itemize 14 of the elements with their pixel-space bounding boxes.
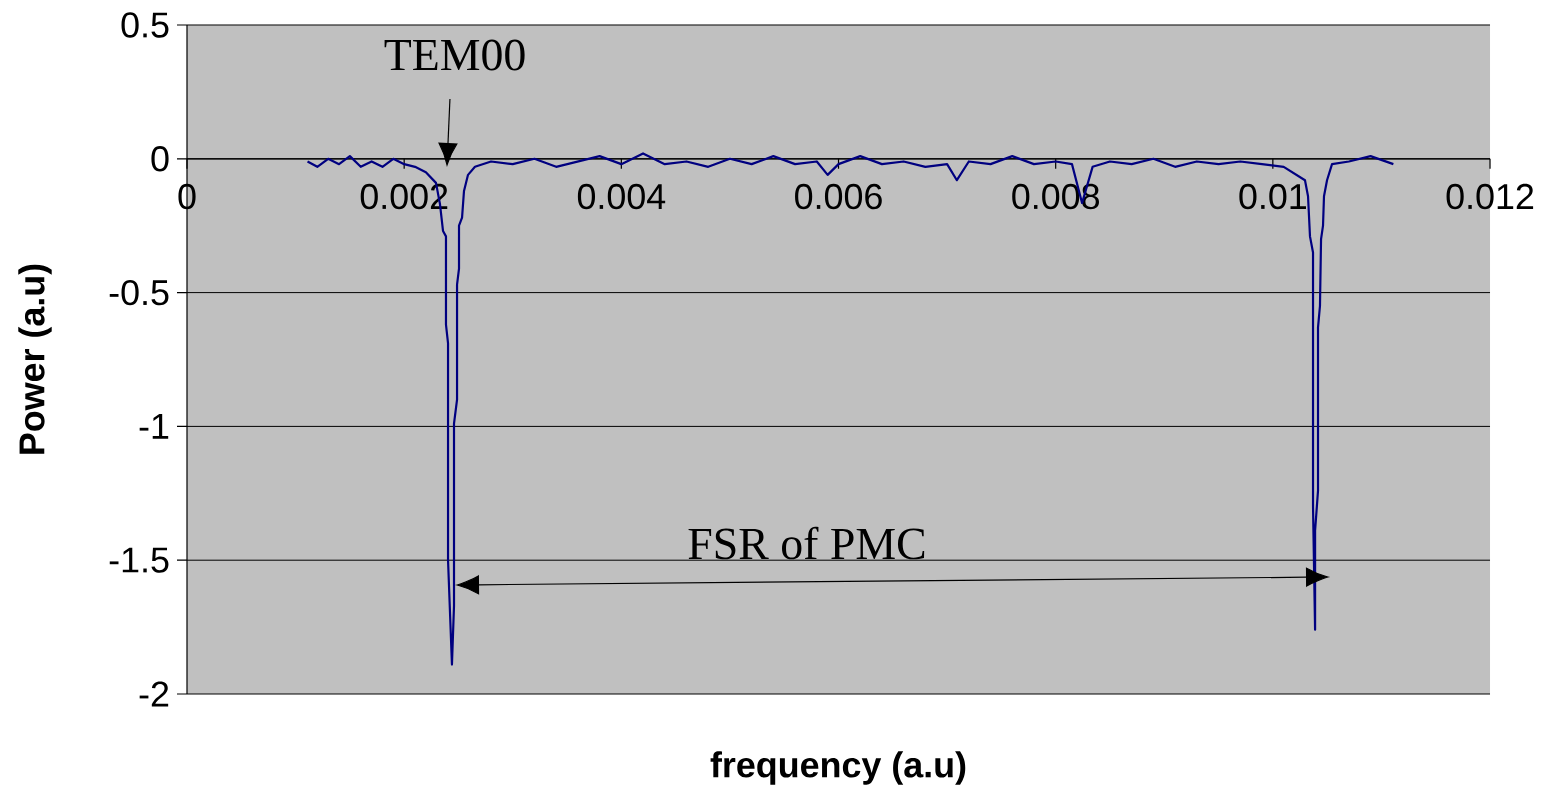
annotation: TEM00 xyxy=(384,39,525,71)
y-tick-label: -1.5 xyxy=(109,547,169,573)
y-tick-label: -1 xyxy=(139,414,169,439)
x-tick-label: 0.012 xyxy=(1446,183,1534,210)
y-tick-label: -2 xyxy=(139,681,169,707)
y-tick-label: 0 xyxy=(151,146,169,172)
x-tick-label: 0.004 xyxy=(577,183,666,210)
annotation: FSR of PMC xyxy=(688,526,925,560)
y-axis-title: Power (a.u) xyxy=(18,264,52,454)
x-tick-label: 0.01 xyxy=(1239,183,1306,210)
y-tick-label: 0.5 xyxy=(121,12,169,38)
y-tick-label: -0.5 xyxy=(109,279,169,306)
x-tick-label: 0.006 xyxy=(795,183,882,210)
x-axis-title: frequency (a.u) xyxy=(710,751,966,785)
